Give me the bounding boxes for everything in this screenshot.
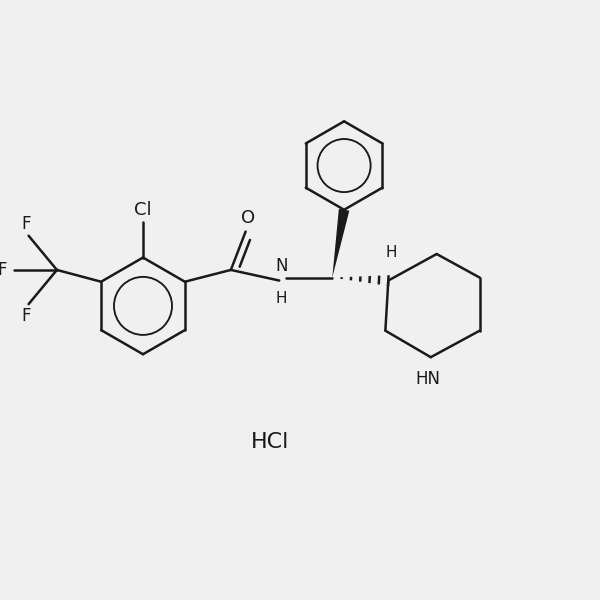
Text: F: F bbox=[21, 215, 31, 233]
Text: H: H bbox=[276, 291, 287, 306]
Text: HCl: HCl bbox=[251, 431, 289, 452]
Polygon shape bbox=[332, 209, 349, 278]
Text: O: O bbox=[241, 209, 255, 227]
Text: F: F bbox=[0, 261, 7, 279]
Text: H: H bbox=[386, 245, 397, 260]
Text: F: F bbox=[21, 307, 31, 325]
Text: HN: HN bbox=[415, 370, 440, 388]
Text: Cl: Cl bbox=[134, 201, 152, 219]
Text: N: N bbox=[275, 257, 288, 275]
